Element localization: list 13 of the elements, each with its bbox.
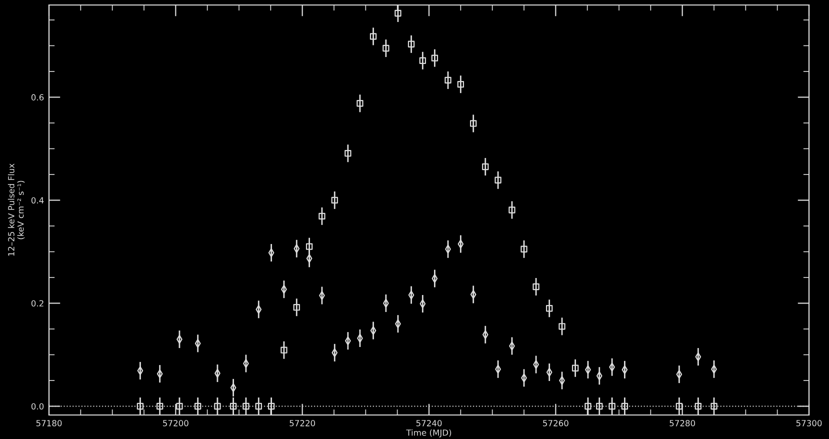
x-axis-title: Time (MJD) — [406, 429, 452, 438]
y-axis-title: 12–25 keV Pulsed Flux (keV cm⁻² s⁻¹) — [8, 164, 25, 256]
x-tick-label: 57280 — [670, 420, 696, 426]
y-tick-label: 0.0 — [31, 403, 44, 410]
y-tick-label: 0.6 — [31, 94, 44, 100]
x-tick-label: 57300 — [796, 420, 822, 426]
y-tick-label: 0.2 — [31, 300, 44, 307]
x-tick-label: 57240 — [416, 420, 442, 426]
x-tick-label: 57200 — [163, 420, 188, 426]
x-tick-label: 57220 — [290, 420, 316, 426]
x-tick-label: 57180 — [36, 420, 62, 426]
y-tick-label: 0.4 — [31, 197, 44, 204]
x-tick-label: 57260 — [543, 420, 568, 426]
